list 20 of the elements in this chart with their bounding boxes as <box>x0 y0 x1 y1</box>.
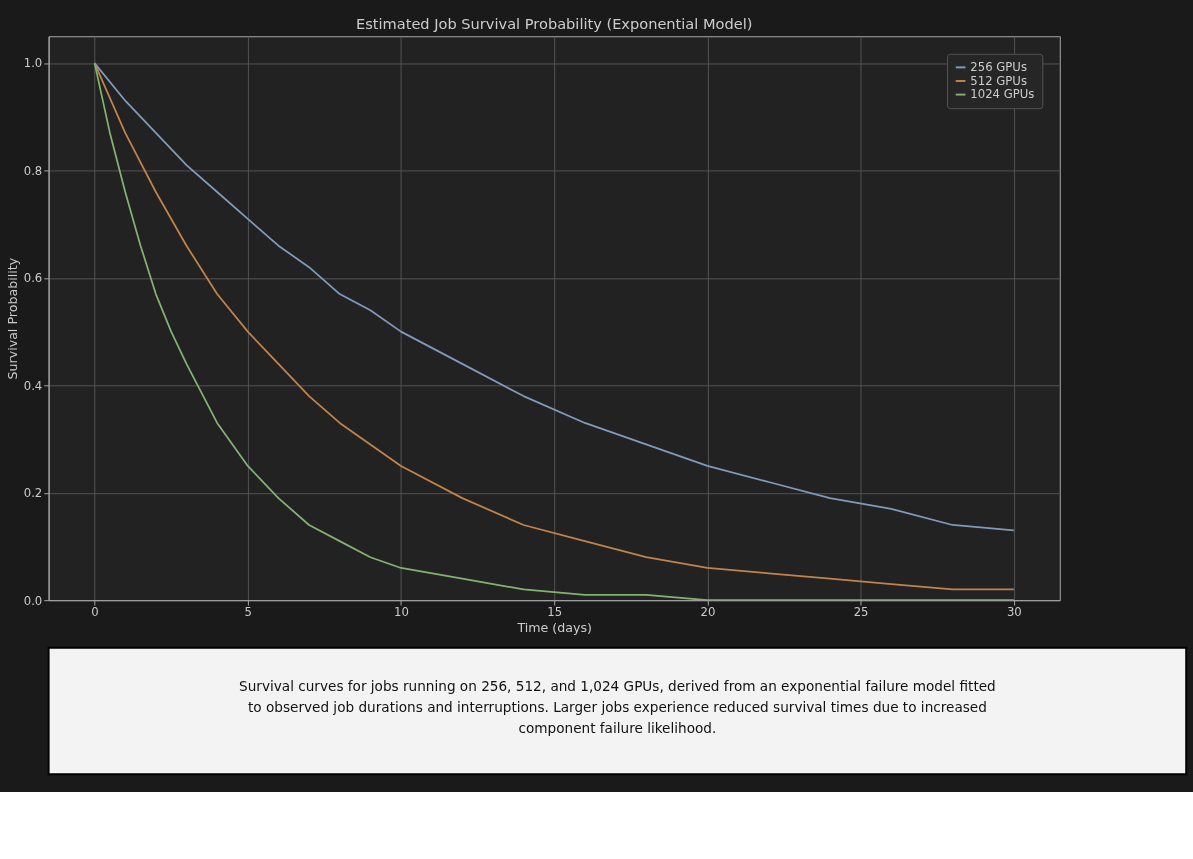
chart-title: Estimated Job Survival Probability (Exponential Model) <box>355 15 753 33</box>
x-tick-label: 15 <box>547 605 563 620</box>
legend-label: 512 GPUs <box>970 73 1027 88</box>
x-tick-label: 0 <box>91 605 99 620</box>
x-tick-label: 10 <box>394 605 409 620</box>
text: Survival curves for jobs running on 256, 512, and 1,024 GPUs, derived from an exponential failure model fitted to observed job durations and interruptions. Larger jobs experience reduced survival times due to increased component failure likelihood. <box>239 677 996 737</box>
x-tick-label: 25 <box>853 605 869 620</box>
legend-label: 1024 GPUs <box>970 87 1035 102</box>
x-tick-label: 30 <box>1006 605 1022 620</box>
y-tick-label: 0.8 <box>23 163 43 178</box>
y-tick-label: 0.4 <box>23 378 43 393</box>
y-tick-label: 0.2 <box>23 486 43 501</box>
y-tick-label: 0.0 <box>23 593 43 608</box>
x-tick-label: 5 <box>244 605 252 620</box>
legend-label: 256 GPUs <box>970 60 1027 75</box>
y-tick-label: 0.6 <box>23 271 43 286</box>
y-axis-title: Survival Probability <box>4 257 20 380</box>
y-tick-label: 1.0 <box>23 56 43 71</box>
x-tick-label: 20 <box>700 605 716 620</box>
x-axis-title: Time (days) <box>516 619 592 635</box>
